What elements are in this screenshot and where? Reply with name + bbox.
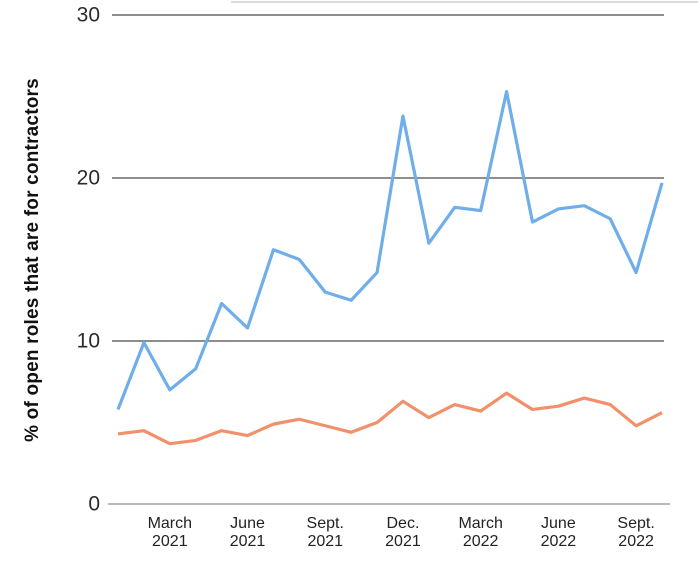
x-tick-label-march-2021: March 2021 [148, 515, 192, 550]
y-axis-ticks-group: 0 10 20 30 [77, 4, 100, 516]
y-tick-label-30: 30 [77, 4, 100, 27]
y-tick-label-0: 0 [88, 493, 100, 516]
series-lines-group [116, 90, 664, 446]
x-tick-label-march-2022: March 2022 [458, 515, 502, 550]
x-tick-label-sept-2021: Sept. 2021 [307, 515, 344, 550]
series-line-blue-line [116, 90, 664, 411]
y-axis-title: % of open roles that are for contractors [22, 78, 43, 442]
y-tick-label-10: 10 [77, 330, 100, 353]
series-line-orange-line [117, 391, 663, 446]
gridlines-group [108, 14, 670, 505]
x-tick-label-june-2022: June 2022 [541, 515, 577, 550]
x-axis-ticks-group: March 2021 June 2021 Sept. 2021 Dec. 2021 March 2… [148, 515, 655, 550]
x-tick-label-june-2021: June 2021 [230, 515, 266, 550]
x-tick-label-sept-2022: Sept. 2022 [617, 515, 654, 550]
y-tick-label-20: 20 [77, 167, 100, 190]
x-tick-label-dec-2021: Dec. 2021 [385, 515, 421, 550]
